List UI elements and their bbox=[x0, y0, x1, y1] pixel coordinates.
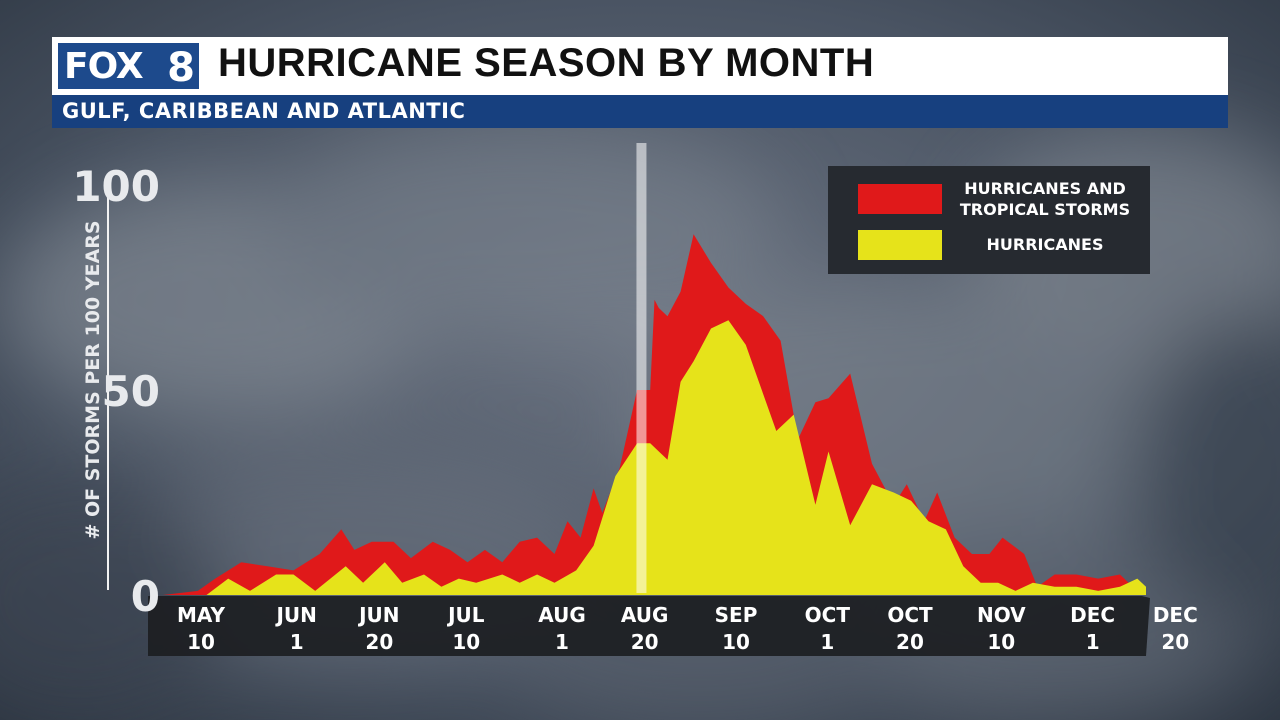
x-tick-month-4: AUG bbox=[538, 603, 586, 627]
x-tick-month-10: DEC bbox=[1070, 603, 1115, 627]
x-tick-day-9: 10 bbox=[987, 630, 1015, 654]
x-tick-day-2: 20 bbox=[365, 630, 393, 654]
legend-label-storms: HURRICANES AND TROPICAL STORMS bbox=[959, 179, 1131, 219]
title-bar: FOX 8 HURRICANE SEASON BY MONTH bbox=[52, 37, 1228, 95]
x-tick-day-6: 10 bbox=[722, 630, 750, 654]
x-tick-day-0: 10 bbox=[187, 630, 215, 654]
y-axis-label: # OF STORMS PER 100 YEARS bbox=[82, 220, 104, 539]
x-tick-month-9: NOV bbox=[977, 603, 1026, 627]
y-tick-label-0: 0 bbox=[131, 572, 160, 621]
y-tick-label-1: 50 bbox=[102, 367, 160, 416]
logo-text: FOX bbox=[64, 45, 144, 87]
x-tick-month-7: OCT bbox=[805, 603, 851, 627]
x-tick-month-8: OCT bbox=[887, 603, 933, 627]
x-tick-day-5: 20 bbox=[631, 630, 659, 654]
legend-swatch-hurricanes bbox=[858, 230, 942, 260]
page-subtitle: GULF, CARIBBEAN AND ATLANTIC bbox=[62, 99, 466, 123]
x-tick-day-4: 1 bbox=[555, 630, 569, 654]
legend-swatch-storms bbox=[858, 184, 942, 214]
x-tick-month-5: AUG bbox=[621, 603, 669, 627]
x-tick-month-1: JUN bbox=[274, 603, 316, 627]
x-tick-month-2: JUN bbox=[357, 603, 399, 627]
x-tick-day-8: 20 bbox=[896, 630, 924, 654]
peak-marker-line bbox=[636, 143, 647, 593]
x-tick-day-3: 10 bbox=[452, 630, 480, 654]
page-title: HURRICANE SEASON BY MONTH bbox=[218, 41, 875, 85]
x-tick-day-1: 1 bbox=[290, 630, 304, 654]
x-tick-day-7: 1 bbox=[820, 630, 834, 654]
fox8-logo: FOX 8 bbox=[56, 41, 201, 91]
chart-legend: HURRICANES AND TROPICAL STORMS HURRICANE… bbox=[828, 166, 1150, 274]
x-axis-band bbox=[148, 596, 1150, 656]
logo-number: 8 bbox=[167, 45, 195, 91]
series-area-hurricanes bbox=[163, 320, 1146, 595]
subtitle-bar: GULF, CARIBBEAN AND ATLANTIC bbox=[52, 95, 1228, 128]
x-tick-month-6: SEP bbox=[715, 603, 758, 627]
y-tick-label-2: 100 bbox=[72, 162, 160, 211]
x-tick-month-11: DEC bbox=[1153, 603, 1198, 627]
x-tick-day-10: 1 bbox=[1086, 630, 1100, 654]
x-tick-month-3: JUL bbox=[446, 603, 485, 627]
x-tick-day-11: 20 bbox=[1161, 630, 1189, 654]
legend-label-hurricanes: HURRICANES bbox=[986, 235, 1104, 254]
x-tick-month-0: MAY bbox=[177, 603, 225, 627]
